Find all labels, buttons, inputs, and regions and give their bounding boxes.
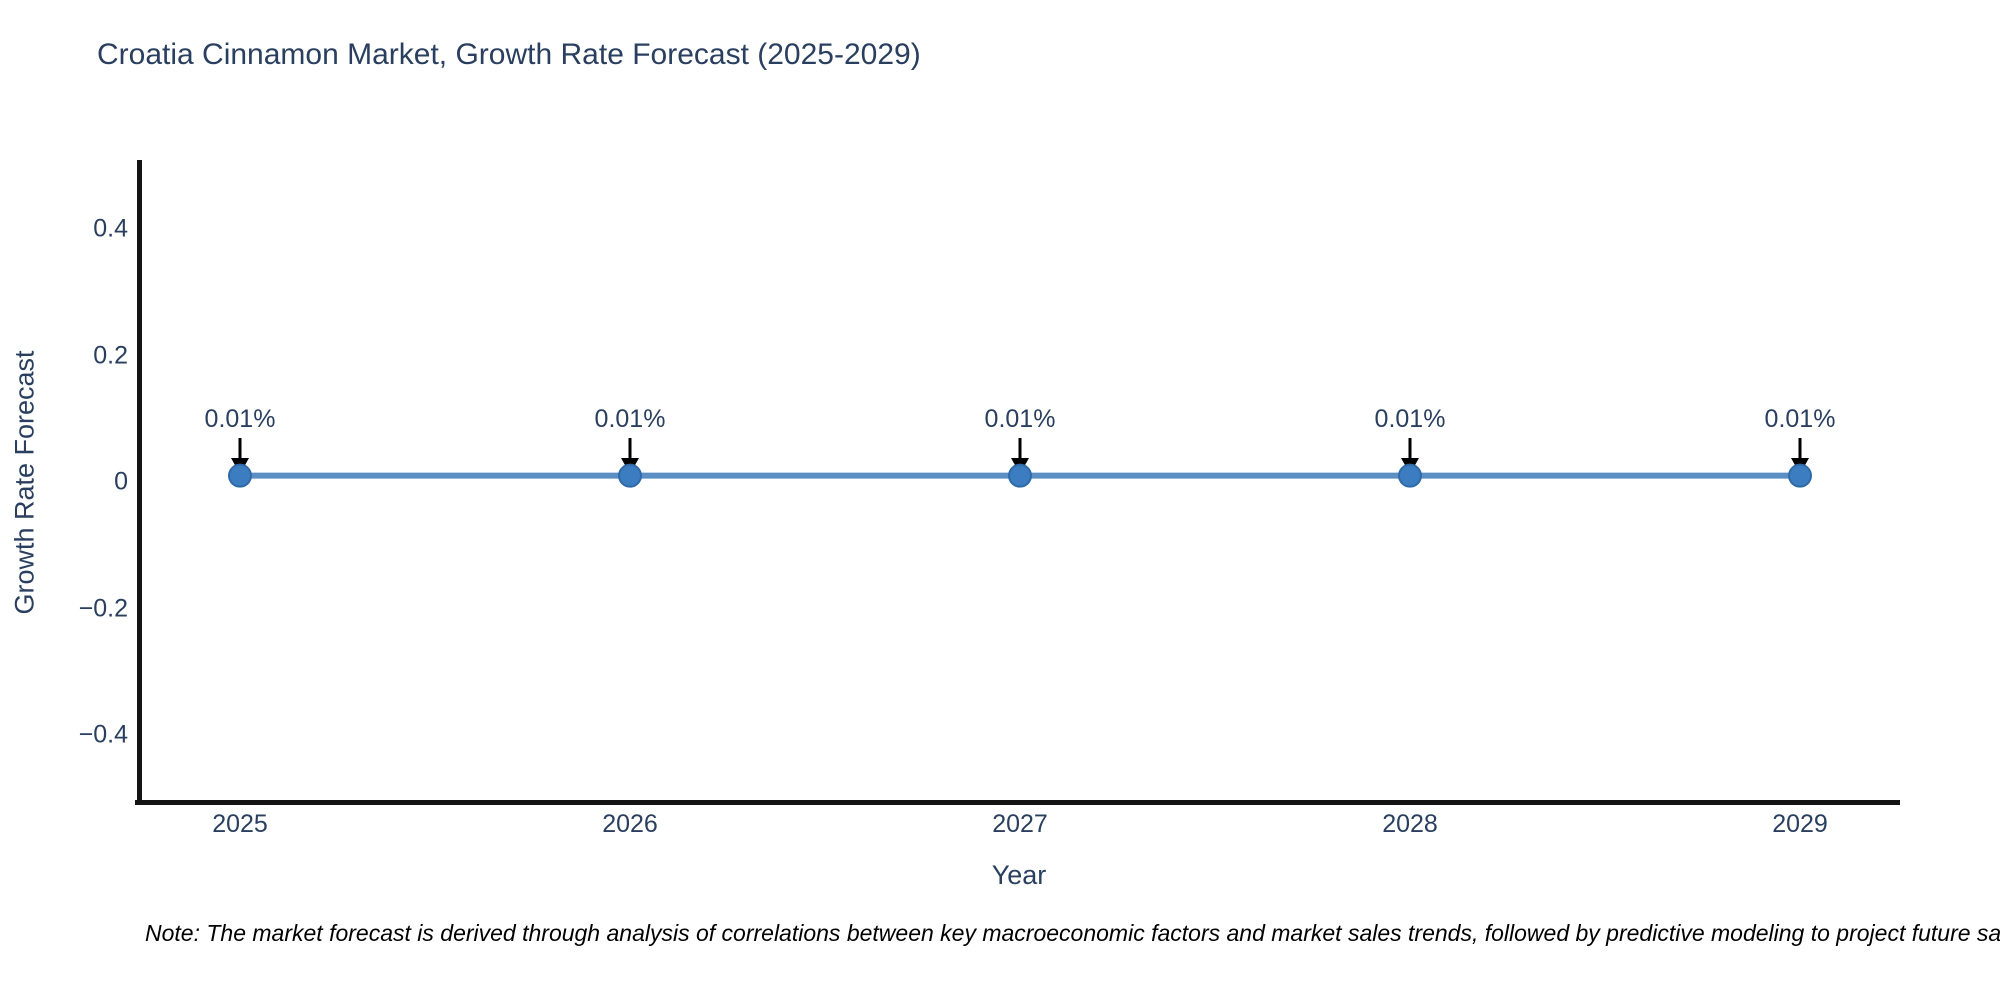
chart-title: Croatia Cinnamon Market, Growth Rate For… — [97, 38, 921, 71]
x-tick-label: 2025 — [212, 810, 268, 838]
data-point-marker — [1788, 463, 1812, 488]
data-point-marker — [228, 463, 252, 488]
y-axis-line — [137, 160, 142, 805]
x-tick-label: 2029 — [1772, 810, 1828, 838]
annotation-label: 0.01% — [204, 405, 276, 433]
y-tick-label: 0.2 — [93, 341, 128, 369]
annotation-label: 0.01% — [594, 405, 666, 433]
annotation-label: 0.01% — [1374, 405, 1446, 433]
x-axis-title: Year — [991, 860, 1047, 890]
y-tick-label: 0.4 — [93, 214, 128, 243]
data-point-marker — [1398, 463, 1422, 488]
y-tick-label: −0.4 — [78, 720, 128, 749]
y-tick-label: 0 — [114, 467, 128, 496]
footnote: Note: The market forecast is derived thr… — [145, 920, 2000, 946]
annotation-label: 0.01% — [984, 405, 1056, 433]
x-tick-label: 2027 — [992, 810, 1048, 838]
x-axis-line — [135, 800, 1900, 805]
x-tick-label: 2028 — [1382, 810, 1438, 838]
data-point-marker — [1008, 463, 1032, 488]
annotation-label: 0.01% — [1764, 405, 1836, 433]
x-tick-label: 2026 — [602, 810, 658, 838]
data-point-marker — [618, 463, 642, 488]
y-tick-label: −0.2 — [78, 594, 128, 622]
